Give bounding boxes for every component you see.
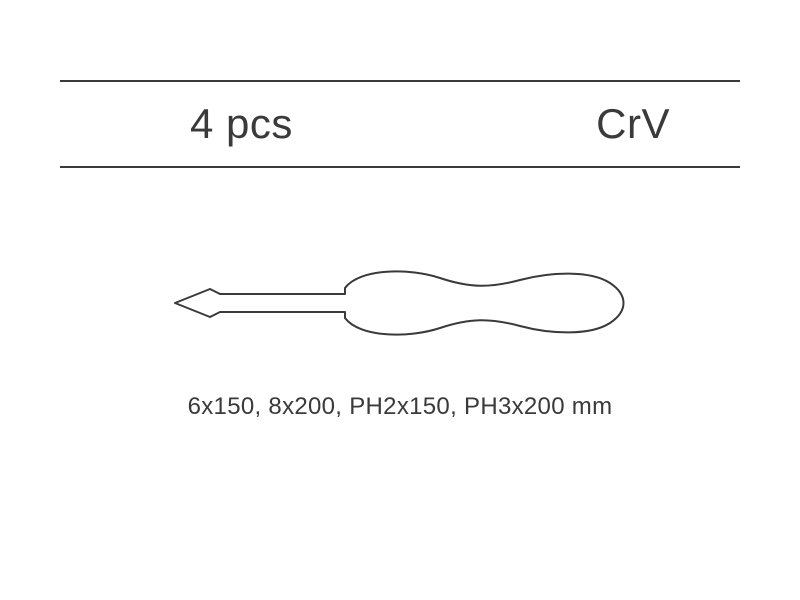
material-label: CrV [596,100,730,148]
spec-card: 4 pcs CrV 6x150, 8x200, PH2x150, PH3x200… [60,80,740,421]
quantity-label: 4 pcs [70,100,293,148]
bottom-rule [60,166,740,168]
screwdriver-icon [160,258,640,348]
screwdriver-diagram [60,258,740,348]
sizes-text: 6x150, 8x200, PH2x150, PH3x200 mm [60,393,740,421]
screwdriver-outline [175,271,624,334]
header-row: 4 pcs CrV [60,82,740,166]
